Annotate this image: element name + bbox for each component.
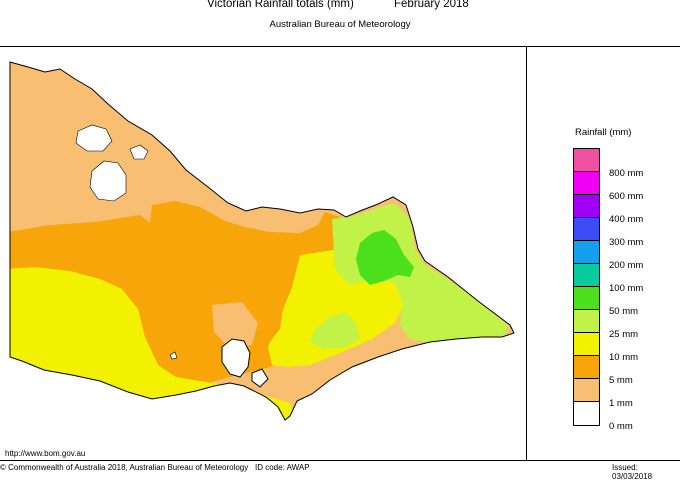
legend-label-400: 400 mm [609, 214, 644, 225]
legend-swatch [574, 379, 599, 402]
zone-white-west-1 [75, 124, 113, 152]
legend-swatch [574, 195, 599, 218]
legend-label-25: 25 mm [609, 329, 639, 340]
legend-swatch [574, 241, 599, 264]
zone-light-orange-central [212, 302, 258, 349]
legend-label-200: 200 mm [609, 260, 644, 271]
legend-swatch [574, 287, 599, 310]
legend-label-600: 600 mm [609, 191, 644, 202]
map-period: February 2018 [394, 0, 469, 10]
victoria-map [9, 61, 515, 421]
zone-green-highlands [356, 230, 414, 285]
legend-swatch [574, 356, 599, 379]
legend-swatch [574, 333, 599, 356]
map-title: Victorian Rainfall totals (mm) [207, 0, 354, 10]
zone-white-west-2 [89, 160, 127, 202]
legend-label-0: 0 mm [609, 421, 633, 432]
title-row: Victorian Rainfall totals (mm) February … [0, 0, 680, 16]
legend-label-10: 10 mm [609, 352, 639, 363]
legend-label-1: 1 mm [609, 398, 633, 409]
legend: Rainfall (mm) 800 mm 600 mm 400 mm 300 m… [527, 47, 680, 460]
zone-light-green-small [455, 305, 468, 315]
map-frame: Rainfall (mm) 800 mm 600 mm 400 mm 300 m… [0, 46, 680, 461]
legend-swatch [574, 172, 599, 195]
legend-swatch [574, 310, 599, 333]
map-area [0, 47, 527, 460]
footer: © Commonwealth of Australia 2018, Austra… [0, 463, 680, 481]
header: Victorian Rainfall totals (mm) February … [0, 0, 680, 40]
copyright-text: © Commonwealth of Australia 2018, Austra… [0, 463, 249, 472]
legend-swatch [574, 402, 599, 425]
western-port [251, 368, 269, 388]
port-phillip-bay [221, 338, 251, 378]
issued-date: Issued: 03/03/2018 [612, 463, 653, 481]
legend-label-50: 50 mm [609, 306, 639, 317]
lake-dot [169, 351, 178, 360]
legend-swatch [574, 218, 599, 241]
legend-label-100: 100 mm [609, 283, 644, 294]
zone-light-green-central [310, 312, 360, 349]
legend-label-300: 300 mm [609, 237, 644, 248]
id-code: ID code: AWAP [255, 463, 310, 472]
zone-white-west-3 [129, 144, 149, 160]
source-url: http://www.bom.gov.au [5, 449, 86, 458]
legend-label-5: 5 mm [609, 375, 633, 386]
legend-title: Rainfall (mm) [575, 127, 632, 138]
legend-colorbar [573, 148, 600, 426]
map-subtitle: Australian Bureau of Meteorology [269, 19, 411, 30]
legend-swatch [574, 149, 599, 172]
legend-swatch [574, 264, 599, 287]
legend-label-800: 800 mm [609, 168, 644, 179]
